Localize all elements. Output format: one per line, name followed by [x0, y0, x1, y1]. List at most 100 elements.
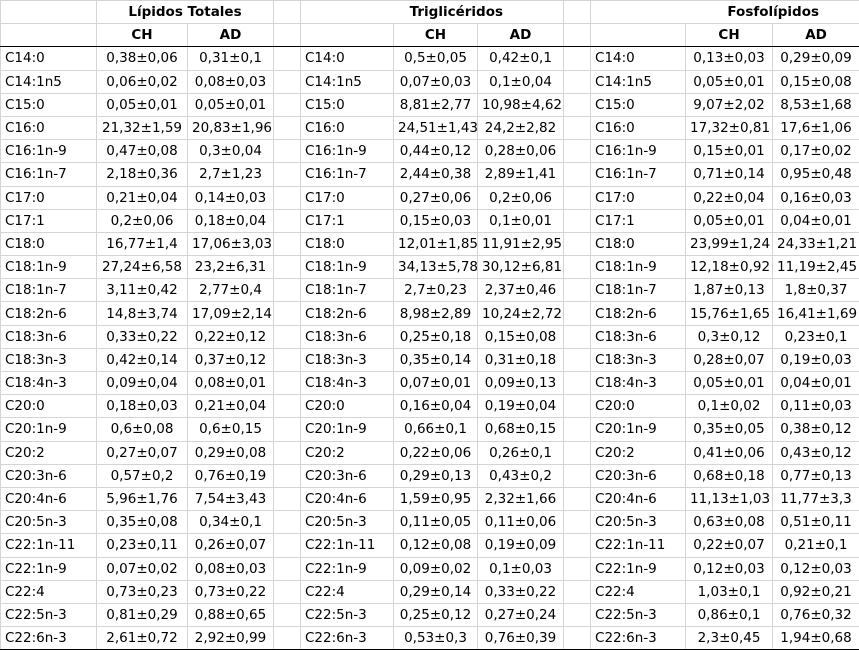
fatty-acid-label-lt: C18:2n-6 [1, 302, 97, 325]
value-cell-tg-ad: 24,2±2,82 [478, 116, 564, 139]
value-cell-tg-ad: 0,11±0,06 [478, 511, 564, 534]
value-cell-tg-ad: 0,19±0,09 [478, 534, 564, 557]
fatty-acid-label-pl: C22:6n-3 [591, 627, 686, 650]
value-cell-pl-ch: 0,3±0,12 [686, 325, 773, 348]
fatty-acid-label-pl: C20:5n-3 [591, 511, 686, 534]
spacer-cell [274, 116, 301, 139]
fatty-acid-label-pl: C17:1 [591, 209, 686, 232]
fatty-acid-label-pl: C16:1n-9 [591, 140, 686, 163]
value-cell-pl-ad: 0,29±0,09 [773, 47, 859, 70]
value-cell-pl-ch: 0,86±0,1 [686, 603, 773, 626]
fatty-acid-label-lt: C20:4n-6 [1, 487, 97, 510]
header-spacer-cell [274, 1, 301, 24]
value-cell-tg-ad: 0,42±0,1 [478, 47, 564, 70]
value-cell-lt-ad: 0,73±0,22 [188, 580, 274, 603]
fatty-acid-label-tg: C18:4n-3 [301, 372, 394, 395]
value-cell-lt-ad: 0,31±0,1 [188, 47, 274, 70]
value-cell-tg-ch: 0,27±0,06 [394, 186, 478, 209]
value-cell-lt-ad: 0,6±0,15 [188, 418, 274, 441]
spacer-cell [274, 209, 301, 232]
value-cell-tg-ch: 0,15±0,03 [394, 209, 478, 232]
value-cell-tg-ad: 0,31±0,18 [478, 348, 564, 371]
value-cell-tg-ch: 0,29±0,14 [394, 580, 478, 603]
spacer-cell [274, 557, 301, 580]
value-cell-tg-ch: 8,81±2,77 [394, 93, 478, 116]
fatty-acid-label-lt: C20:0 [1, 395, 97, 418]
value-cell-tg-ad: 0,2±0,06 [478, 186, 564, 209]
value-cell-lt-ad: 0,08±0,03 [188, 557, 274, 580]
value-cell-pl-ch: 11,13±1,03 [686, 487, 773, 510]
fatty-acid-label-tg: C16:1n-9 [301, 140, 394, 163]
spacer-cell [274, 163, 301, 186]
value-cell-tg-ch: 0,44±0,12 [394, 140, 478, 163]
fatty-acid-label-tg: C20:2 [301, 441, 394, 464]
fatty-acid-label-lt: C18:1n-7 [1, 279, 97, 302]
spacer-cell [274, 140, 301, 163]
fatty-acid-label-tg: C16:0 [301, 116, 394, 139]
value-cell-pl-ad: 24,33±1,21 [773, 232, 859, 255]
spacer-cell [564, 163, 591, 186]
spacer-cell [564, 557, 591, 580]
fatty-acid-label-lt: C17:1 [1, 209, 97, 232]
value-cell-lt-ch: 2,61±0,72 [97, 627, 188, 650]
value-cell-tg-ch: 0,66±0,1 [394, 418, 478, 441]
value-cell-pl-ch: 0,28±0,07 [686, 348, 773, 371]
spacer-cell [274, 47, 301, 70]
fatty-acid-label-pl: C20:1n-9 [591, 418, 686, 441]
fatty-acid-label-pl: C16:0 [591, 116, 686, 139]
value-cell-lt-ch: 0,47±0,08 [97, 140, 188, 163]
header-spacer-cell [564, 1, 591, 24]
fatty-acid-label-pl: C17:0 [591, 186, 686, 209]
fatty-acid-label-tg: C20:3n-6 [301, 464, 394, 487]
fatty-acid-label-pl: C20:2 [591, 441, 686, 464]
fatty-acid-label-lt: C22:1n-9 [1, 557, 97, 580]
value-cell-lt-ch: 0,81±0,29 [97, 603, 188, 626]
group-header-trigliceridos: Triglicéridos [301, 1, 564, 24]
fatty-acid-label-lt: C22:5n-3 [1, 603, 97, 626]
spacer-cell [564, 418, 591, 441]
fatty-acid-label-tg: C20:0 [301, 395, 394, 418]
value-cell-pl-ch: 0,71±0,14 [686, 163, 773, 186]
value-cell-lt-ad: 0,08±0,03 [188, 70, 274, 93]
value-cell-lt-ch: 14,8±3,74 [97, 302, 188, 325]
fatty-acid-label-pl: C22:1n-9 [591, 557, 686, 580]
value-cell-pl-ad: 0,21±0,1 [773, 534, 859, 557]
spacer-cell [564, 580, 591, 603]
value-cell-tg-ad: 0,27±0,24 [478, 603, 564, 626]
spacer-cell [274, 70, 301, 93]
subheader-ad: AD [478, 24, 564, 47]
value-cell-pl-ad: 0,12±0,03 [773, 557, 859, 580]
spacer-cell [564, 302, 591, 325]
value-cell-tg-ch: 0,16±0,04 [394, 395, 478, 418]
fatty-acid-label-tg: C22:1n-9 [301, 557, 394, 580]
fatty-acid-label-pl: C14:1n5 [591, 70, 686, 93]
value-cell-pl-ch: 0,63±0,08 [686, 511, 773, 534]
spacer-cell [564, 93, 591, 116]
spacer-cell [564, 603, 591, 626]
fatty-acid-label-pl: C20:0 [591, 395, 686, 418]
value-cell-lt-ad: 0,29±0,08 [188, 441, 274, 464]
value-cell-lt-ad: 0,18±0,04 [188, 209, 274, 232]
fatty-acid-label-pl: C20:3n-6 [591, 464, 686, 487]
subheader-ch: CH [394, 24, 478, 47]
spacer-cell [564, 441, 591, 464]
fatty-acid-label-tg: C18:0 [301, 232, 394, 255]
fatty-acid-label-lt: C20:3n-6 [1, 464, 97, 487]
header-spacer-cell [564, 24, 591, 47]
fatty-acid-label-tg: C18:2n-6 [301, 302, 394, 325]
fatty-acid-label-tg: C14:1n5 [301, 70, 394, 93]
spacer-cell [564, 186, 591, 209]
value-cell-pl-ch: 1,87±0,13 [686, 279, 773, 302]
spacer-cell [274, 93, 301, 116]
value-cell-lt-ch: 0,42±0,14 [97, 348, 188, 371]
spacer-cell [564, 348, 591, 371]
fatty-acid-label-pl: C18:4n-3 [591, 372, 686, 395]
value-cell-lt-ch: 27,24±6,58 [97, 256, 188, 279]
value-cell-lt-ad: 0,22±0,12 [188, 325, 274, 348]
